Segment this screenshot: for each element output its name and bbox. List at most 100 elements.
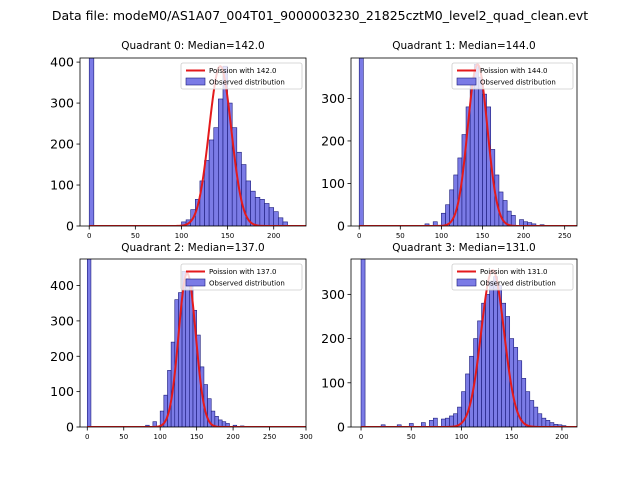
quadrant-2-panel: Quadrant 2: Median=137.0 0 50 100 150 200 250… bbox=[50, 242, 313, 441]
quadrant-1-legend-box bbox=[451, 62, 574, 90]
quadrant-1-bar bbox=[510, 215, 516, 226]
quadrant-1-y-tick-label: 0 bbox=[337, 219, 345, 234]
quadrant-2-x-tick-label: 200 bbox=[226, 433, 239, 441]
quadrant-3-x-tick-label: 50 bbox=[407, 433, 416, 441]
quadrant-1-bar bbox=[478, 76, 483, 226]
quadrant-3-x-tick-label: 200 bbox=[555, 433, 568, 441]
quadrant-0-bar bbox=[259, 199, 265, 226]
quadrant-3-y-tick-label: 0 bbox=[337, 420, 345, 435]
quadrant-3-bar bbox=[537, 413, 543, 427]
quadrant-1-x-tick-label: 200 bbox=[517, 232, 530, 240]
quadrant-1-y-tick-label: 100 bbox=[321, 176, 345, 191]
quadrant-0-bar bbox=[88, 58, 95, 226]
figure-suptitle: Data file: modeM0/AS1A07_004T01_90000032… bbox=[52, 8, 588, 23]
quadrant-2-y-tick-label: 100 bbox=[50, 384, 74, 399]
quadrant-2-bar bbox=[185, 278, 190, 427]
quadrant-0-x-tick-label: 200 bbox=[267, 232, 280, 240]
quadrant-0-y-tick-label: 200 bbox=[50, 137, 74, 152]
quadrant-3-bar bbox=[513, 347, 519, 427]
quadrant-3-legend-line-label: Poission with 131.0 bbox=[480, 268, 548, 276]
quadrant-2-legend-bar-swatch bbox=[185, 278, 206, 287]
quadrant-0-bar bbox=[264, 203, 270, 226]
quadrant-2-bar bbox=[225, 423, 230, 427]
quadrant-3-bar bbox=[529, 400, 535, 427]
quadrant-1-poisson-line bbox=[359, 63, 577, 226]
quadrant-0-y-tick-label: 100 bbox=[50, 178, 74, 193]
quadrant-0-legend: Poission with 142.0 Observed distribution bbox=[180, 62, 303, 90]
quadrant-2-poisson-line bbox=[87, 271, 306, 427]
quadrant-1-bar bbox=[358, 58, 364, 226]
quadrant-0-bar bbox=[204, 160, 210, 226]
quadrant-2-x-tick-label: 50 bbox=[119, 433, 128, 441]
quadrant-3-bar bbox=[489, 280, 494, 427]
quadrant-1-plot-area bbox=[358, 58, 577, 226]
quadrant-3-legend-bar-label: Observed distribution bbox=[480, 280, 556, 288]
quadrant-1-axes-frame bbox=[350, 57, 578, 227]
quadrant-0-bar bbox=[273, 211, 279, 226]
quadrant-2-x-tick-label: 100 bbox=[154, 433, 167, 441]
quadrant-1-x-tick-label: 150 bbox=[476, 232, 489, 240]
quadrant-3-bar bbox=[521, 378, 527, 427]
quadrant-3-x-tick-label: 0 bbox=[359, 433, 363, 441]
quadrant-0-bar bbox=[241, 164, 247, 226]
quadrant-2-legend-box bbox=[180, 263, 303, 291]
quadrant-1-legend: Poission with 144.0 Observed distribution bbox=[451, 62, 574, 90]
quadrant-0-bar bbox=[250, 190, 256, 226]
quadrant-0-y-tick-label: 300 bbox=[50, 96, 74, 111]
quadrant-0-legend-line-label: Poission with 142.0 bbox=[209, 67, 277, 75]
quadrant-3-bar bbox=[445, 417, 450, 427]
quadrant-2-x-tick-label: 250 bbox=[263, 433, 276, 441]
quadrant-2-legend: Poission with 137.0 Observed distribution bbox=[180, 263, 303, 291]
quadrant-3-bar bbox=[533, 406, 539, 427]
quadrant-3-bar bbox=[360, 259, 366, 427]
quadrant-3-bar bbox=[449, 415, 454, 427]
quadrant-1-x-tick-label: 250 bbox=[558, 232, 571, 240]
quadrant-3-x-tick-label: 150 bbox=[505, 433, 518, 441]
quadrant-0-y-tick-label: 0 bbox=[66, 219, 74, 234]
quadrant-2-title: Quadrant 2: Median=137.0 bbox=[121, 242, 264, 254]
quadrant-0-bar bbox=[278, 217, 284, 226]
quadrant-1-y-tick-label: 300 bbox=[321, 91, 345, 106]
quadrant-3-legend-bar-swatch bbox=[456, 278, 477, 287]
quadrant-2-y-tick-label: 0 bbox=[66, 420, 74, 435]
quadrant-0-legend-box bbox=[180, 62, 303, 90]
quadrant-0-bar bbox=[208, 139, 215, 226]
quadrant-3-panel: Quadrant 3: Median=131.0 0 50 100 150 200 0 10… bbox=[321, 242, 578, 441]
quadrant-3-bar bbox=[525, 391, 531, 427]
quadrant-2-y-tick-label: 300 bbox=[50, 313, 74, 328]
quadrant-3-bar bbox=[493, 276, 498, 427]
quadrant-3-bar bbox=[408, 423, 414, 427]
quadrant-2-legend-bar-label: Observed distribution bbox=[209, 280, 285, 288]
quadrant-3-y-tick-label: 300 bbox=[321, 287, 345, 302]
quadrant-0-panel: Quadrant 0: Median=142.0 0 50 100 150 200 0 10… bbox=[50, 40, 307, 240]
quadrant-0-legend-bar-label: Observed distribution bbox=[209, 79, 285, 87]
quadrant-2-bar bbox=[86, 259, 92, 427]
quadrant-1-legend-line-label: Poission with 144.0 bbox=[480, 67, 548, 75]
quadrant-0-x-tick-label: 150 bbox=[221, 232, 234, 240]
quadrant-1-legend-bar-swatch bbox=[456, 77, 477, 86]
quadrant-1-x-tick-label: 0 bbox=[357, 232, 361, 240]
quadrant-0-x-tick-label: 0 bbox=[87, 232, 91, 240]
quadrant-2-x-tick-label: 300 bbox=[299, 433, 312, 441]
quadrant-3-title: Quadrant 3: Median=131.0 bbox=[392, 242, 535, 254]
quadrant-0-bar bbox=[268, 207, 275, 226]
quadrant-2-y-tick-label: 400 bbox=[50, 278, 74, 293]
quadrant-0-bar bbox=[254, 197, 261, 226]
quadrant-2-x-tick-label: 0 bbox=[85, 433, 89, 441]
quadrant-3-y-tick-label: 100 bbox=[321, 375, 345, 390]
quadrant-3-bar bbox=[485, 294, 490, 427]
quadrant-1-title: Quadrant 1: Median=144.0 bbox=[392, 40, 535, 52]
quadrant-0-x-tick-label: 50 bbox=[131, 232, 140, 240]
quadrant-2-x-tick-label: 150 bbox=[190, 433, 203, 441]
quadrant-1-legend-bar-label: Observed distribution bbox=[480, 79, 556, 87]
quadrant-3-legend-box bbox=[451, 263, 574, 291]
quadrant-1-x-tick-label: 50 bbox=[396, 232, 405, 240]
quadrant-2-legend-line-label: Poission with 137.0 bbox=[209, 268, 277, 276]
quadrant-1-y-tick-label: 200 bbox=[321, 133, 345, 148]
quadrant-3-bar bbox=[441, 418, 446, 427]
quadrant-0-legend-bar-swatch bbox=[185, 77, 206, 86]
quadrant-1-bar bbox=[432, 221, 438, 226]
quadrant-3-y-tick-label: 200 bbox=[321, 331, 345, 346]
quadrant-3-legend: Poission with 131.0 Observed distribution bbox=[451, 263, 574, 291]
